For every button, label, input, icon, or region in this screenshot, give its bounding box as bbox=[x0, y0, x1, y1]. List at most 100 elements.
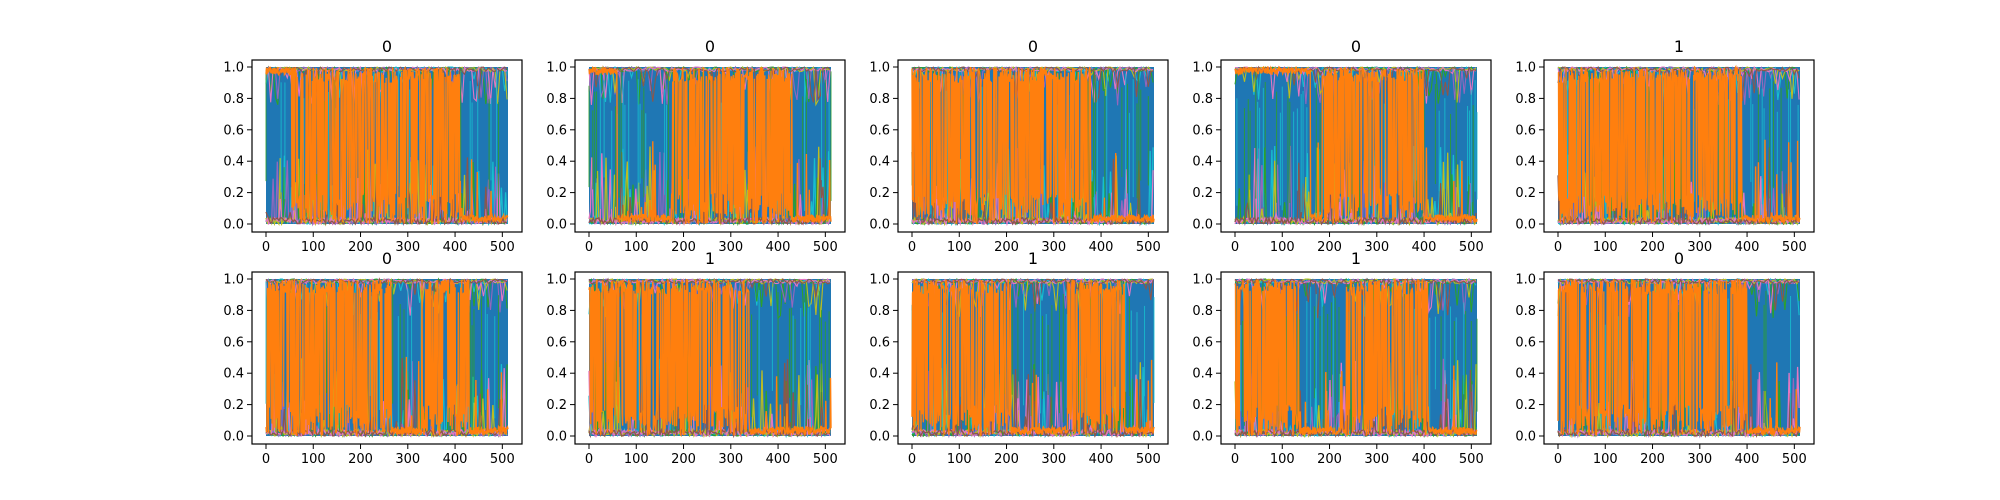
y-tick-label: 0.0 bbox=[546, 218, 567, 233]
subplot-title: 0 bbox=[1674, 249, 1684, 268]
plot-area bbox=[911, 277, 1155, 439]
series-minor-6 bbox=[588, 148, 831, 226]
y-tick-label: 0.0 bbox=[1515, 218, 1536, 233]
x-tick-label: 0 bbox=[1231, 452, 1239, 467]
x-tick-label: 400 bbox=[766, 240, 791, 255]
y-tick-label: 0.8 bbox=[1192, 304, 1213, 319]
y-tick-label: 0.6 bbox=[1192, 335, 1213, 350]
x-tick-label: 200 bbox=[1640, 452, 1665, 467]
x-tick-label: 100 bbox=[1593, 240, 1618, 255]
y-tick-label: 0.2 bbox=[223, 186, 244, 201]
series-minor-5 bbox=[265, 146, 508, 226]
series-minor-top-5 bbox=[1557, 277, 1800, 317]
series-minor-6 bbox=[1234, 364, 1477, 438]
x-tick-label: 0 bbox=[1554, 240, 1562, 255]
subplot-9: 0.0 0.2 0.4 0.6 0.8 1.0 0 100 200 300 400 500 1 bbox=[1192, 249, 1492, 467]
series-orange bbox=[588, 278, 832, 437]
x-tick-label: 300 bbox=[395, 240, 420, 255]
series-orange bbox=[588, 65, 832, 226]
subplot-title: 1 bbox=[1351, 249, 1361, 268]
subplot-2: 0.0 0.2 0.4 0.6 0.8 1.0 0 100 200 300 400 500 0 bbox=[546, 37, 846, 255]
series-minor-5 bbox=[1234, 147, 1477, 227]
axes-frame bbox=[1220, 59, 1492, 233]
y-tick-label: 0.2 bbox=[1515, 186, 1536, 201]
y-tick-label: 0.4 bbox=[869, 367, 890, 382]
x-tick-label: 300 bbox=[1364, 240, 1389, 255]
subplot-6: 0.0 0.2 0.4 0.6 0.8 1.0 0 100 200 300 400 500 0 bbox=[223, 249, 523, 467]
y-tick-label: 0.8 bbox=[223, 92, 244, 107]
x-tick-label: 100 bbox=[1270, 240, 1295, 255]
y-tick-label: 0.0 bbox=[546, 430, 567, 445]
subplot-title: 0 bbox=[705, 37, 715, 56]
y-tick-label: 0.6 bbox=[223, 335, 244, 350]
subplot-title: 0 bbox=[382, 249, 392, 268]
series-orange bbox=[911, 66, 1155, 225]
y-tick-label: 0.8 bbox=[546, 92, 567, 107]
x-tick-label: 0 bbox=[585, 240, 593, 255]
x-tick-label: 500 bbox=[1136, 452, 1161, 467]
y-tick-label: 0.8 bbox=[1192, 92, 1213, 107]
y-tick-label: 0.2 bbox=[869, 186, 890, 201]
x-tick-label: 200 bbox=[1317, 240, 1342, 255]
series-orange bbox=[911, 278, 1155, 436]
x-tick-label: 300 bbox=[718, 452, 743, 467]
x-tick-label: 500 bbox=[1136, 240, 1161, 255]
x-tick-label: 0 bbox=[1554, 452, 1562, 467]
plot-area bbox=[911, 65, 1155, 227]
subplot-title: 1 bbox=[1674, 37, 1684, 56]
y-tick-label: 0.8 bbox=[546, 304, 567, 319]
y-tick-label: 1.0 bbox=[1192, 61, 1213, 76]
y-tick-label: 0.6 bbox=[1192, 123, 1213, 138]
series-minor-top-4 bbox=[911, 66, 1154, 97]
subplot-10: 0.0 0.2 0.4 0.6 0.8 1.0 0 100 200 300 400 500 0 bbox=[1515, 249, 1815, 467]
x-tick-label: 100 bbox=[1270, 452, 1295, 467]
y-tick-label: 0.4 bbox=[1515, 367, 1536, 382]
x-tick-label: 0 bbox=[908, 240, 916, 255]
series-minor-6 bbox=[911, 358, 1154, 439]
subplot-title: 0 bbox=[382, 37, 392, 56]
x-tick-label: 300 bbox=[1364, 452, 1389, 467]
x-tick-label: 400 bbox=[1412, 240, 1437, 255]
plot-area bbox=[1557, 64, 1801, 227]
series-minor-top-6 bbox=[911, 278, 1154, 312]
subplot-title: 0 bbox=[1351, 37, 1361, 56]
subplot-title: 1 bbox=[705, 249, 715, 268]
y-tick-label: 0.6 bbox=[223, 123, 244, 138]
plot-area bbox=[265, 277, 509, 439]
y-tick-label: 0.6 bbox=[1515, 123, 1536, 138]
subplot-7: 0.0 0.2 0.4 0.6 0.8 1.0 0 100 200 300 400 500 1 bbox=[546, 249, 846, 467]
subplot-8: 0.0 0.2 0.4 0.6 0.8 1.0 0 100 200 300 400 500 1 bbox=[869, 249, 1169, 467]
x-tick-label: 100 bbox=[624, 240, 649, 255]
y-tick-label: 0.0 bbox=[1515, 430, 1536, 445]
x-tick-label: 200 bbox=[671, 240, 696, 255]
x-tick-label: 500 bbox=[1459, 452, 1484, 467]
y-tick-label: 1.0 bbox=[1192, 273, 1213, 288]
subplot-5: 0.0 0.2 0.4 0.6 0.8 1.0 0 100 200 300 400 500 1 bbox=[1515, 37, 1815, 255]
y-tick-label: 0.6 bbox=[546, 335, 567, 350]
y-tick-label: 0.6 bbox=[546, 123, 567, 138]
x-tick-label: 0 bbox=[262, 240, 270, 255]
y-tick-label: 0.4 bbox=[223, 367, 244, 382]
x-tick-label: 500 bbox=[490, 452, 515, 467]
y-tick-label: 1.0 bbox=[223, 61, 244, 76]
y-tick-label: 0.2 bbox=[546, 186, 567, 201]
plot-area bbox=[1234, 65, 1478, 227]
plot-area bbox=[1234, 277, 1478, 439]
x-tick-label: 500 bbox=[813, 240, 838, 255]
series-minor-top-6 bbox=[265, 66, 508, 103]
x-tick-label: 100 bbox=[947, 240, 972, 255]
x-tick-label: 200 bbox=[994, 452, 1019, 467]
y-tick-label: 1.0 bbox=[546, 61, 567, 76]
y-tick-label: 0.2 bbox=[869, 398, 890, 413]
x-tick-label: 300 bbox=[1041, 452, 1066, 467]
x-tick-label: 400 bbox=[443, 240, 468, 255]
y-tick-label: 0.2 bbox=[1192, 398, 1213, 413]
x-tick-label: 100 bbox=[947, 452, 972, 467]
x-tick-label: 200 bbox=[994, 240, 1019, 255]
y-tick-label: 0.8 bbox=[869, 92, 890, 107]
x-tick-label: 0 bbox=[908, 452, 916, 467]
y-tick-label: 0.6 bbox=[1515, 335, 1536, 350]
x-tick-label: 500 bbox=[490, 240, 515, 255]
y-tick-label: 0.0 bbox=[1192, 218, 1213, 233]
axes-frame bbox=[897, 59, 1169, 233]
